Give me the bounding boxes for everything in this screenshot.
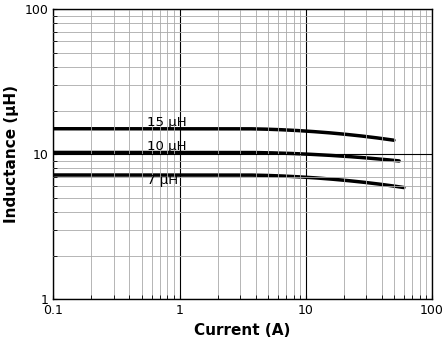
Text: 10 μH: 10 μH: [147, 140, 186, 153]
X-axis label: Current (A): Current (A): [194, 323, 291, 338]
Text: 15 μH: 15 μH: [147, 116, 186, 129]
Text: 7 μH: 7 μH: [147, 174, 178, 187]
Y-axis label: Inductance (μH): Inductance (μH): [4, 85, 19, 223]
